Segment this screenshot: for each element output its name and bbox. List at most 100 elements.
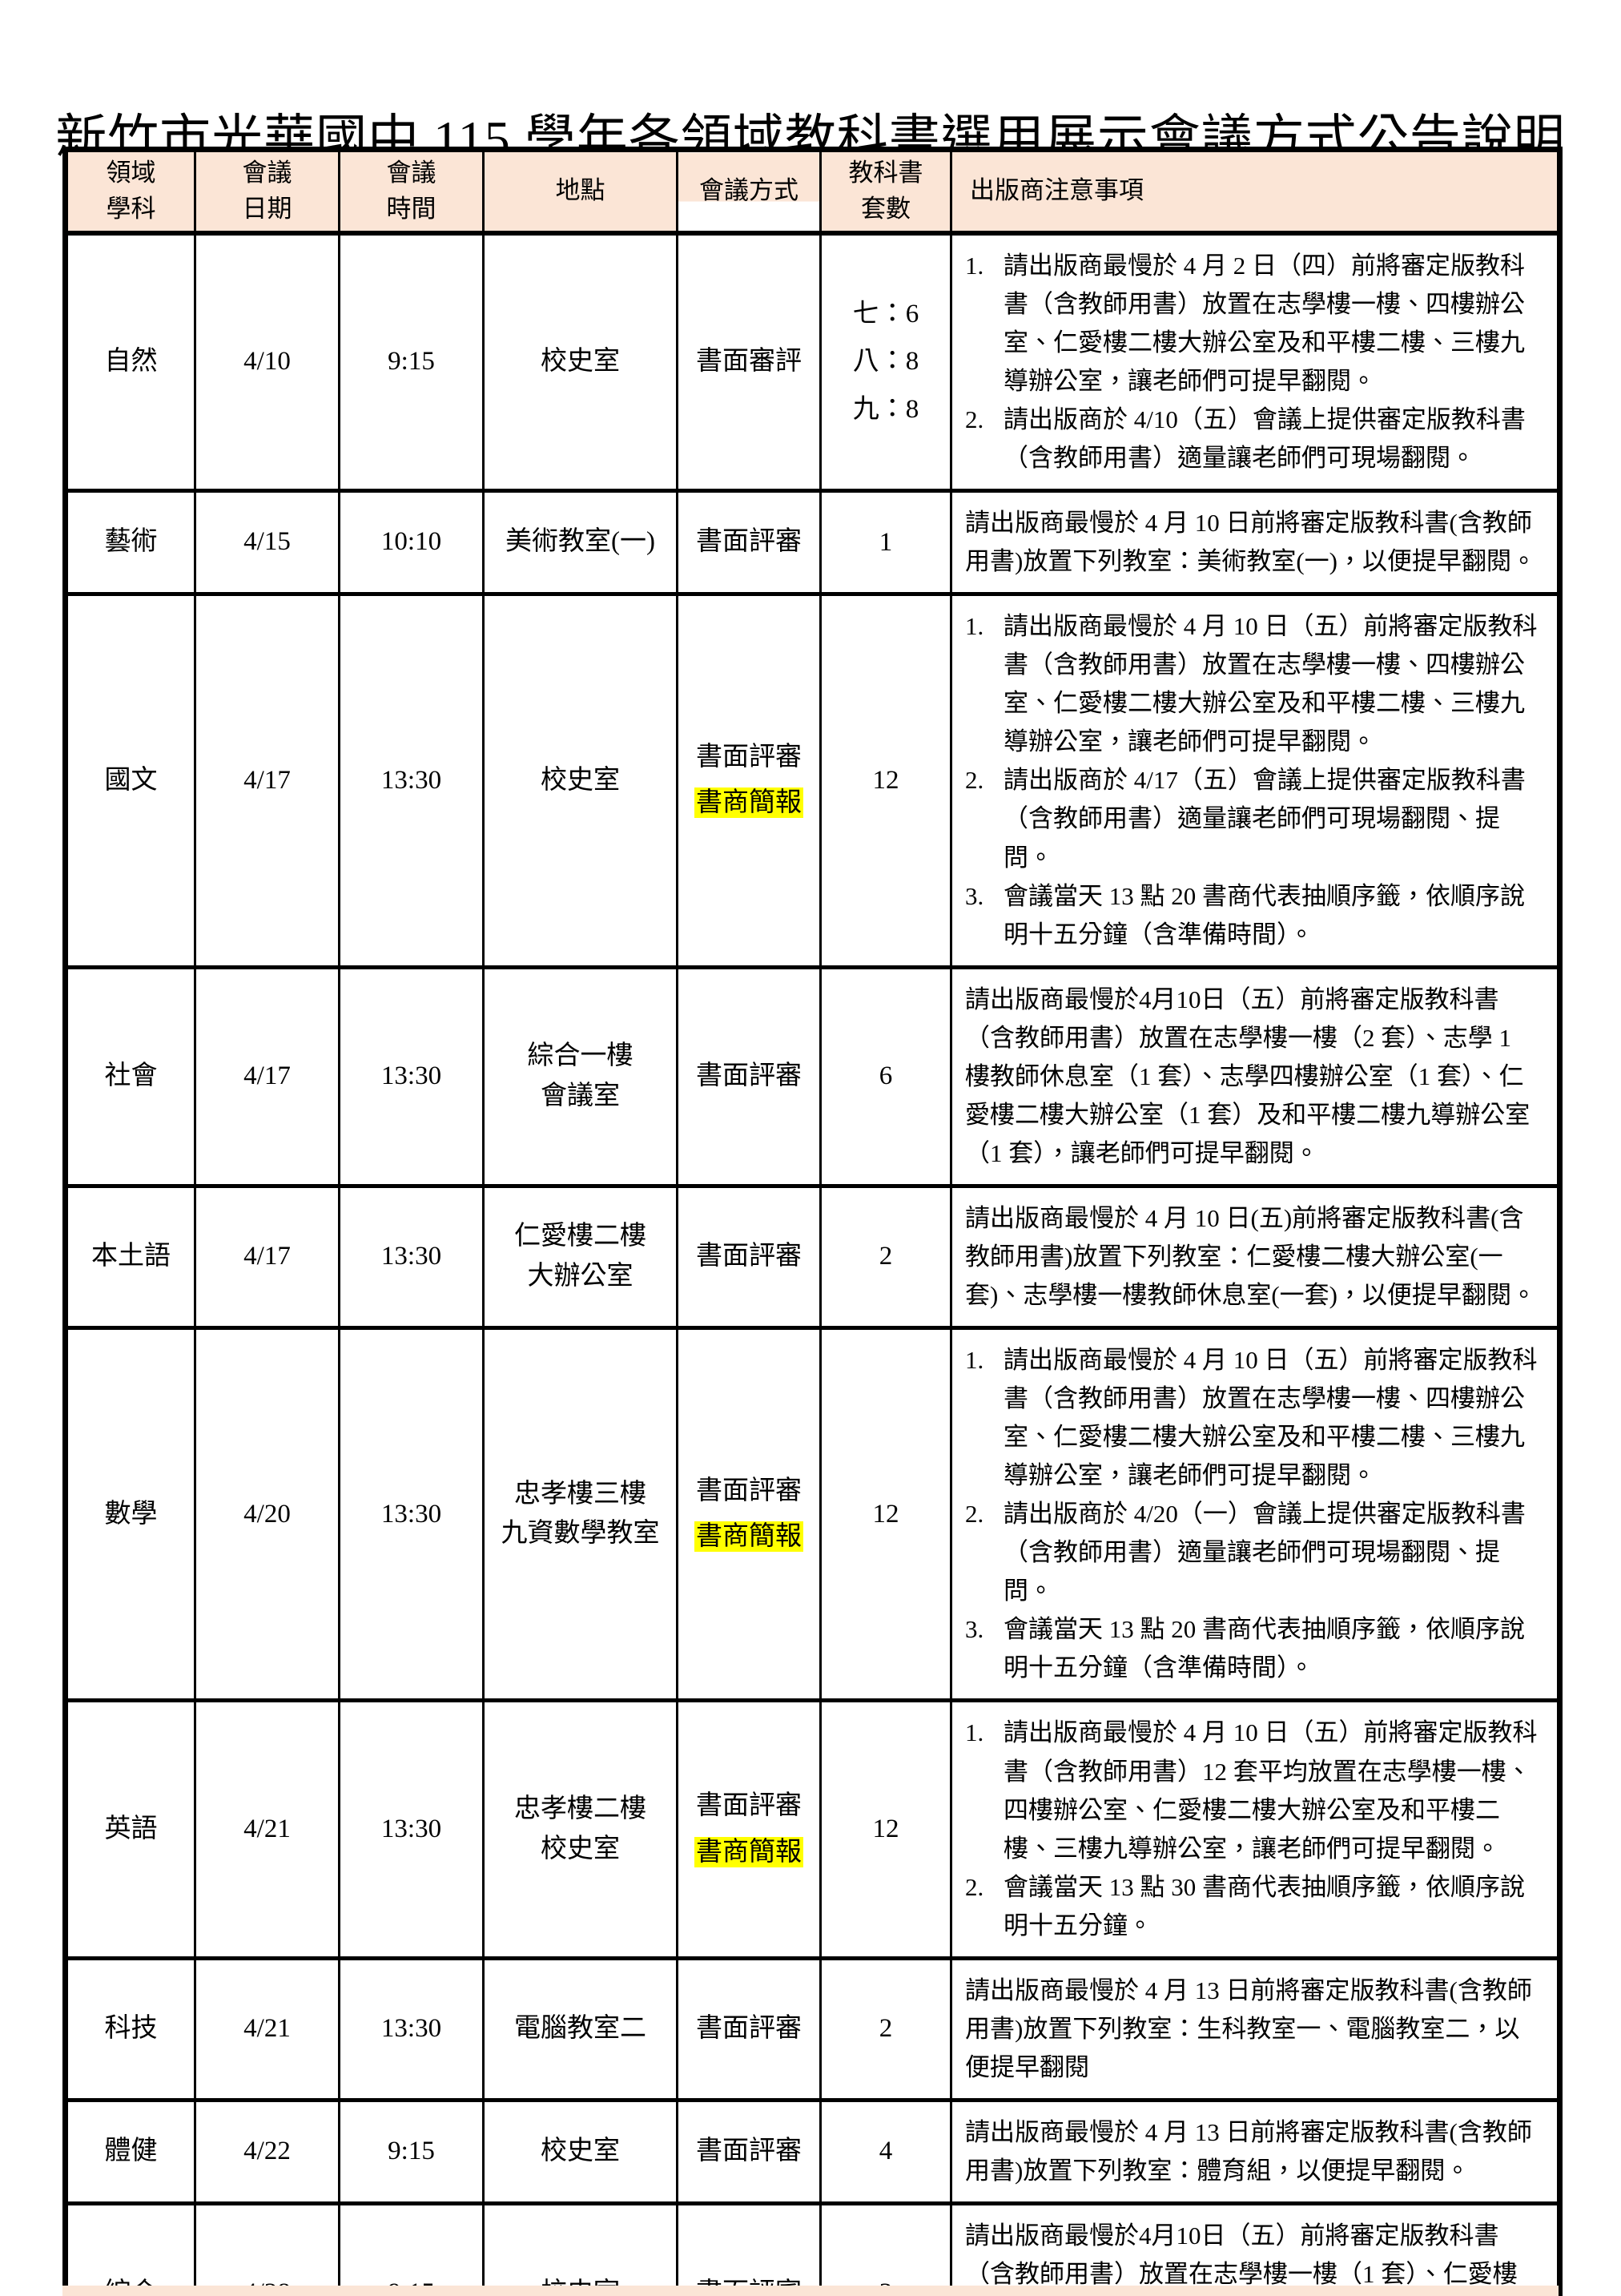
text-segment: 請出版商最慢於 4 月 10 日（五）前將審定版教科書（含教師用書）放置在志學樓…: [1004, 1346, 1538, 1490]
note-number: 3.: [965, 1615, 984, 1644]
location-cell: 電腦教室二: [482, 1956, 678, 2102]
note-text: 請出版商最慢於4月10日（五）前將審定版教科書（含教師用書）放置在志學樓一樓（2…: [965, 981, 1539, 1173]
notes-cell: 請出版商最慢於 4 月 13 日前將審定版教科書(含教師用書)放置下列教室：生科…: [950, 1956, 1561, 2102]
time-cell: 13:30: [338, 1698, 485, 1960]
time-cell: 13:30: [338, 1956, 485, 2102]
note-text: 請出版商最慢於 4 月 2 日（四）前將審定版教科書（含教師用書）放置在志學樓一…: [1004, 247, 1539, 401]
note-text: 請出版商最慢於 4 月 13 日前將審定版教科書(含教師用書)放置下列教室：體育…: [965, 2113, 1539, 2190]
table-row: 數學 4/20 13:30 忠孝樓三樓 九資數學教室 書面評審 書商簡報 12 1. 請出版商最…: [64, 1326, 1561, 1703]
method-cell: 書面評審: [676, 489, 822, 597]
location-cell: 校史室: [482, 231, 678, 493]
meeting-schedule-table: 領域 學科 會議 日期 會議 時間 地點 會議方式 教科書 套數 出版商注意事項…: [62, 147, 1563, 2296]
notes-cell: 請出版商最慢於 4 月 13 日前將審定版教科書(含教師用書)放置下列教室：體育…: [950, 2097, 1561, 2205]
subject-cell: 英語: [64, 1698, 196, 1960]
note-number: 1.: [965, 1718, 984, 1747]
text-segment: 請出版商最慢於 4 月 10 日前將審定版教科書(含教師用書)放置下列教室：美術…: [965, 509, 1536, 576]
text-segment: 請出版商最慢於 4 月 13 日前將審定版教科書(含教師用書)放置下列教室：生科…: [965, 1976, 1532, 2081]
method-label: 書面評審: [696, 2137, 802, 2166]
text-segment: 請出版商最慢於 4 月 10 日（五）前將審定版教科書（含教師用書）12 套平均…: [1004, 1718, 1538, 1863]
date-cell: 4/17: [194, 1183, 340, 1331]
note-item: 1. 請出版商最慢於 4 月 10 日（五）前將審定版教科書（含教師用書）放置在志…: [965, 1341, 1539, 1495]
method-highlighted-label: 書商簡報: [694, 1521, 803, 1553]
text-segment: 請出版商最慢於 4 月 10 日（五）前將審定版教科書（含教師用書）放置在志學樓…: [1004, 612, 1538, 756]
time-cell: 9:15: [338, 231, 485, 493]
location-cell: 美術教室(一): [482, 489, 678, 597]
note-text: 請出版商於 4/10（五）會議上提供審定版教科書（含教師用書）適量讓老師們可現場…: [1004, 401, 1539, 477]
subject-cell: 科技: [64, 1956, 196, 2102]
subject-cell: 數學: [64, 1326, 196, 1703]
method-line: 書商簡報: [683, 1830, 815, 1876]
table-row: 科技 4/21 13:30 電腦教室二 書面評審 2 請出版商最慢於 4 月 13 日前將審…: [64, 1956, 1561, 2102]
date-cell: 4/21: [194, 1698, 340, 1960]
text-segment: 會議當天 13 點 20 書商代表抽順序籤，依順序說明十五分鐘（含準備時間）。: [1004, 1615, 1525, 1682]
note-text: 請出版商最慢於4月10日（五）前將審定版教科書（含教師用書）放置在志學樓一樓（1…: [965, 2217, 1539, 2296]
text-segment: 會議當天 13 點 20 書商代表抽順序籤，依順序說明十五分鐘（含準備時間）。: [1004, 881, 1525, 949]
header-notes: 出版商注意事項: [950, 147, 1561, 236]
document-body: 領域 學科 會議 日期 會議 時間 地點 會議方式 教科書 套數 出版商注意事項…: [62, 147, 1563, 2296]
header-row: 領域 學科 會議 日期 會議 時間 地點 會議方式 教科書 套數 出版商注意事項: [64, 147, 1561, 236]
header-method: 會議方式: [676, 147, 822, 236]
date-cell: 4/28: [194, 2201, 340, 2296]
date-cell: 4/15: [194, 489, 340, 597]
notes-cell: 請出版商最慢於4月10日（五）前將審定版教科書（含教師用書）放置在志學樓一樓（2…: [950, 965, 1561, 1188]
method-label: 書面評審: [696, 1476, 802, 1505]
method-cell: 書面評審: [676, 1183, 822, 1331]
text-segment: 請出版商於 4/10（五）會議上提供審定版教科書（含教師用書）適量讓老師們可現場…: [1004, 405, 1526, 473]
method-cell: 書面評審 書商簡報: [676, 1326, 822, 1703]
sets-cell: 2: [819, 1956, 952, 2102]
location-cell: 校史室: [482, 592, 678, 969]
text-segment: 請出版商最慢於4月10日（五）前將審定版教科書（含教師用書）放置在志學樓一樓（1…: [965, 2221, 1518, 2289]
time-cell: 10:10: [338, 489, 485, 597]
note-item: 請出版商最慢於4月10日（五）前將審定版教科書（含教師用書）放置在志學樓一樓（1…: [965, 2217, 1539, 2296]
note-item: 請出版商最慢於4月10日（五）前將審定版教科書（含教師用書）放置在志學樓一樓（2…: [965, 981, 1539, 1173]
note-item: 3. 會議當天 13 點 20 書商代表抽順序籤，依順序說明十五分鐘（含準備時間）…: [965, 1610, 1539, 1687]
note-text: 請出版商最慢於 4 月 10 日（五）前將審定版教科書（含教師用書）12 套平均…: [1004, 1714, 1539, 1867]
method-line: 書面評審: [683, 519, 815, 566]
method-line: 書面評審: [683, 2129, 815, 2175]
note-item: 請出版商最慢於 4 月 10 日(五)前將審定版教科書(含教師用書)放置下列教室…: [965, 1199, 1539, 1315]
table-row: 體健 4/22 9:15 校史室 書面評審 4 請出版商最慢於 4 月 13 日前將審定版教…: [64, 2097, 1561, 2205]
notes-cell: 1. 請出版商最慢於 4 月 10 日（五）前將審定版教科書（含教師用書）放置在志…: [950, 1326, 1561, 1703]
sets-cell: 七：6 八：8 九：8: [819, 231, 952, 493]
method-label: 書面評審: [696, 527, 802, 557]
method-label: 書面評審: [696, 742, 802, 771]
header-subject: 領域 學科: [64, 147, 196, 236]
date-cell: 4/21: [194, 1956, 340, 2102]
table-row: 綜合4/289:15校史室書面評審3請出版商最慢於4月10日（五）前將審定版教科…: [64, 2201, 1561, 2296]
note-item: 請出版商最慢於 4 月 13 日前將審定版教科書(含教師用書)放置下列教室：生科…: [965, 1972, 1539, 2087]
subject-cell: 本土語: [64, 1183, 196, 1331]
subject-cell: 藝術: [64, 489, 196, 597]
notes-cell: 請出版商最慢於 4 月 10 日(五)前將審定版教科書(含教師用書)放置下列教室…: [950, 1183, 1561, 1331]
notes-cell: 1. 請出版商最慢於 4 月 2 日（四）前將審定版教科書（含教師用書）放置在志學…: [950, 231, 1561, 493]
table-row: 社會 4/17 13:30 綜合一樓 會議室 書面評審 6 請出版商最慢於4月10日（五）前…: [64, 965, 1561, 1188]
method-line: 書面評審: [683, 1053, 815, 1100]
note-item: 請出版商最慢於 4 月 13 日前將審定版教科書(含教師用書)放置下列教室：體育…: [965, 2113, 1539, 2190]
note-item: 2. 會議當天 13 點 30 書商代表抽順序籤，依順序說明十五分鐘。: [965, 1868, 1539, 1945]
date-cell: 4/17: [194, 965, 340, 1188]
method-label: 書面評審: [696, 2013, 802, 2043]
header-location: 地點: [482, 147, 678, 236]
text-segment: 請出版商最慢於 4 月 13 日前將審定版教科書(含教師用書)放置下列教室：體育…: [965, 2117, 1532, 2185]
text-segment: 請出版商於 4/17（五）會議上提供審定版教科書（含教師用書）適量讓老師們可現場…: [1004, 766, 1526, 872]
subject-cell: 自然: [64, 231, 196, 493]
method-label: 書面評審: [696, 1790, 802, 1820]
notes-cell: 1. 請出版商最慢於 4 月 10 日（五）前將審定版教科書（含教師用書）12 套…: [950, 1698, 1561, 1960]
text-segment: 請出版商於 4/20（一）會議上提供審定版教科書（含教師用書）適量讓老師們可現場…: [1004, 1500, 1526, 1605]
note-number: 2.: [965, 766, 984, 795]
note-text: 請出版商於 4/20（一）會議上提供審定版教科書（含教師用書）適量讓老師們可現場…: [1004, 1495, 1539, 1610]
note-item: 1. 請出版商最慢於 4 月 10 日（五）前將審定版教科書（含教師用書）放置在志…: [965, 607, 1539, 761]
location-cell: 校史室: [482, 2201, 678, 2296]
time-cell: 13:30: [338, 592, 485, 969]
text-segment: 請出版商最慢於4月10日（五）前將審定版教科書（含教師用書）放置在志學樓一樓（2…: [965, 985, 1530, 1167]
note-number: 2.: [965, 1872, 984, 1901]
note-number: 3.: [965, 881, 984, 910]
header-time: 會議 時間: [338, 147, 485, 236]
note-text: 會議當天 13 點 20 書商代表抽順序籤，依順序說明十五分鐘（含準備時間）。: [1004, 877, 1539, 954]
table-row: 自然 4/10 9:15 校史室 書面審評 七：6 八：8 九：8 1. 請出版商最慢於 4 …: [64, 231, 1561, 493]
method-cell: 書面評審: [676, 2201, 822, 2296]
method-line: 書面評審: [683, 735, 815, 781]
method-line: 書面評審: [683, 1234, 815, 1280]
location-cell: 忠孝樓三樓 九資數學教室: [482, 1326, 678, 1703]
notes-cell: 請出版商最慢於 4 月 10 日前將審定版教科書(含教師用書)放置下列教室：美術…: [950, 489, 1561, 597]
header-date: 會議 日期: [194, 147, 340, 236]
